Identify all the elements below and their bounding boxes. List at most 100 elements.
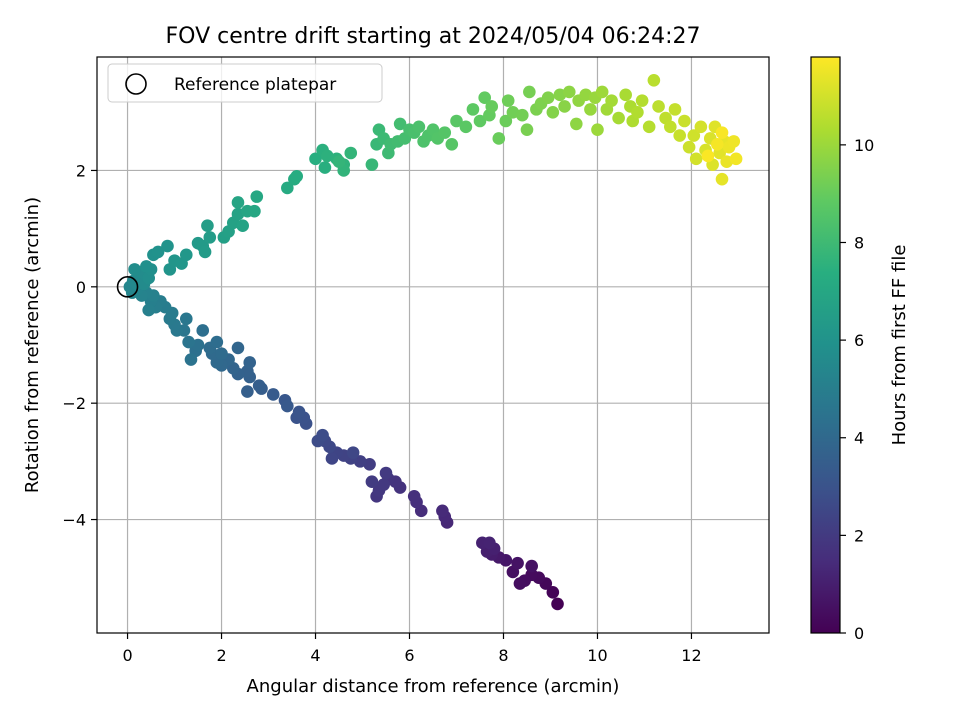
data-point [541,91,555,105]
data-point [412,120,426,134]
data-point [179,248,193,262]
data-point [520,123,534,137]
data-point [668,103,682,116]
data-point [605,94,618,107]
data-point [393,117,407,131]
data-point [584,103,597,116]
x-axis-ticks: 0 2 4 6 8 10 12 [122,633,702,665]
data-point [182,335,195,349]
chart-title: FOV centre drift starting at 2024/05/04 … [166,24,701,49]
data-point [438,126,452,139]
data-point [210,335,224,349]
data-point [515,108,529,122]
colorbar-frame [810,56,841,634]
data-point [619,88,632,102]
data-point [142,303,155,317]
data-point [344,146,358,160]
data-point [243,356,257,369]
data-point [379,466,393,480]
colorbar-tick-label: 8 [854,233,864,252]
y-tick-label: −4 [62,511,86,530]
data-point [248,204,261,218]
data-point [201,219,214,233]
data-point [678,114,691,128]
data-point [250,190,264,203]
data-point [346,446,360,459]
colorbar-tick-label: 4 [854,429,864,448]
x-tick-label: 10 [587,646,607,665]
data-point [612,111,625,125]
data-point [694,120,708,134]
data-point [184,353,198,366]
data-point [513,577,527,590]
data-point [161,239,174,253]
data-point [377,478,390,491]
legend-box [107,63,383,103]
x-axis-label: Angular distance from reference (arcmin) [247,676,620,697]
y-axis-ticks: −4 −2 0 2 [62,161,97,530]
reference-platepar-marker [116,276,139,298]
data-point [652,100,665,113]
data-point [595,85,609,99]
data-point [281,399,294,413]
data-point [281,181,294,195]
data-point [492,132,506,145]
data-point [701,149,715,163]
plot-frame [96,56,770,634]
data-point [365,158,379,171]
data-point [715,172,729,186]
colorbar-tick-label: 10 [854,136,874,155]
data-point [332,155,346,169]
data-point [483,536,496,550]
data-point [525,559,538,573]
y-tick-label: 0 [76,278,86,297]
data-point [673,129,687,142]
data-point [450,114,463,128]
data-point [546,105,560,119]
data-point [727,135,741,148]
data-point [436,504,449,518]
data-point [715,126,729,139]
data-point [290,169,304,183]
data-point [711,137,724,151]
colorbar [811,57,840,633]
data-point [179,312,193,326]
colorbar-tick-label: 0 [854,624,864,643]
data-point [407,489,421,503]
x-tick-label: 8 [498,646,508,665]
data-point [266,388,280,401]
data-point [140,260,153,273]
data-point [523,85,536,99]
data-point [501,94,515,107]
data-point [231,341,245,355]
y-axis-label: Rotation from reference (arcmin) [22,197,43,493]
colorbar-tick-label: 6 [854,331,864,350]
data-point [687,129,701,142]
data-point [459,120,473,134]
data-point [473,114,487,128]
y-tick-label: 2 [76,161,86,180]
x-tick-label: 6 [404,646,414,665]
data-point [445,137,459,151]
data-point [642,120,656,134]
data-point [466,103,480,116]
data-point [309,152,322,166]
data-point [316,428,329,442]
data-point [511,556,524,570]
data-point [647,73,661,87]
data-point [682,140,696,154]
data-point [241,385,254,398]
data-point [236,219,249,233]
data-point [546,585,560,599]
data-point [635,94,649,107]
legend: Reference platepar [107,63,383,103]
data-point [499,114,513,128]
data-point [591,123,604,137]
data-point [325,452,339,465]
data-point [485,100,499,113]
data-point [570,117,583,131]
data-point [292,405,306,419]
data-point [729,152,743,166]
data-point [558,100,571,113]
colorbar-label: Hours from first FF file [889,245,910,446]
